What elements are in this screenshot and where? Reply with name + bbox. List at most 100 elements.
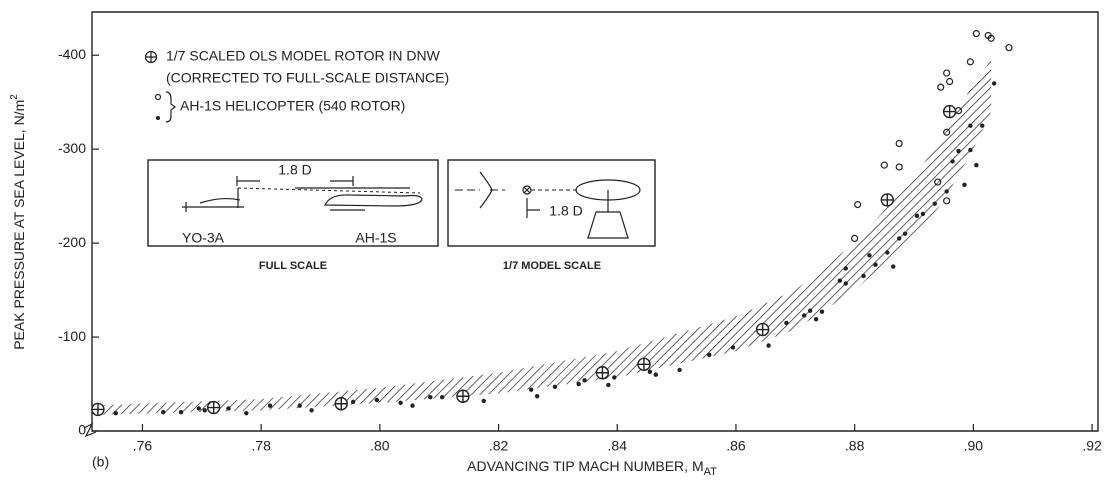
open-point — [855, 202, 861, 208]
filled-point — [838, 278, 842, 282]
x-tick-label: .84 — [608, 438, 628, 454]
filled-point — [553, 385, 557, 389]
open-point — [947, 79, 953, 85]
filled-point — [974, 163, 978, 167]
filled-point — [885, 250, 889, 254]
filled-point — [268, 403, 272, 407]
y-tick-label: -100 — [58, 328, 86, 344]
filled-point — [203, 408, 207, 412]
filled-point — [944, 189, 948, 193]
open-point — [896, 164, 902, 170]
filled-point — [161, 410, 165, 414]
legend-label: 1/7 SCALED OLS MODEL ROTOR IN DNW — [166, 48, 441, 64]
filled-point — [535, 394, 539, 398]
open-point — [973, 31, 979, 37]
filled-point — [482, 399, 486, 403]
panel-label: (b) — [92, 454, 109, 470]
circle-plus-point — [638, 358, 650, 370]
circle-plus-point — [335, 398, 347, 410]
filled-point — [962, 183, 966, 187]
filled-point — [891, 264, 895, 268]
inset-title: FULL SCALE — [259, 260, 327, 272]
x-tick-label: .90 — [964, 438, 984, 454]
filled-point — [921, 212, 925, 216]
x-tick-label: .76 — [133, 438, 153, 454]
x-tick-label: .92 — [1082, 438, 1102, 454]
filled-point — [612, 375, 616, 379]
inset-label: AH-1S — [355, 230, 396, 246]
filled-point — [606, 383, 610, 387]
filled-point — [915, 214, 919, 218]
filled-point — [529, 387, 533, 391]
x-axis-label-sub: AT — [704, 466, 718, 478]
filled-point — [897, 236, 901, 240]
filled-point — [410, 403, 414, 407]
filled-point — [707, 353, 711, 357]
legend-brace — [166, 92, 175, 122]
circle-plus-point — [92, 403, 104, 415]
filled-point — [802, 313, 806, 317]
legend-label: AH-1S HELICOPTER (540 ROTOR) — [180, 98, 405, 114]
filled-point — [950, 159, 954, 163]
x-tick-label: .86 — [726, 438, 746, 454]
x-tick-label: .80 — [370, 438, 390, 454]
filled-point — [648, 370, 652, 374]
filled-point — [844, 266, 848, 270]
legend: 1/7 SCALED OLS MODEL ROTOR IN DNW (CORRE… — [146, 48, 450, 122]
filled-point — [903, 232, 907, 236]
inset-full-scale: 1.8 D YO-3A AH-1S FULL SCALE — [148, 160, 438, 272]
open-point — [881, 162, 887, 168]
y-tick-label: -300 — [58, 140, 86, 156]
filled-point — [731, 345, 735, 349]
open-point — [852, 235, 858, 241]
circle-plus-point — [881, 194, 893, 206]
open-point — [938, 84, 944, 90]
filled-point — [351, 400, 355, 404]
filled-point — [956, 149, 960, 153]
y-tick-label: 0 — [78, 422, 86, 438]
filled-point — [244, 411, 248, 415]
y-tick-label: -200 — [58, 234, 86, 250]
filled-point — [980, 123, 984, 127]
filled-point — [766, 343, 770, 347]
inset-label: YO-3A — [182, 230, 225, 246]
filled-point — [114, 411, 118, 415]
filled-point — [226, 406, 230, 410]
filled-point — [298, 403, 302, 407]
filled-point — [179, 410, 183, 414]
page: 0-100-200-300-400.76.78.80.82.84.86.88.9… — [0, 0, 1106, 481]
x-tick-label: .82 — [489, 438, 509, 454]
filled-point — [867, 253, 871, 257]
legend-marker — [156, 116, 160, 120]
y-axis-label: PEAK PRESSURE AT SEA LEVEL, N/m2 — [9, 94, 27, 350]
inset-model-scale: 1.8 D 1/7 MODEL SCALE — [448, 160, 655, 272]
open-point — [944, 198, 950, 204]
filled-point — [197, 406, 201, 410]
inset-label: 1.8 D — [549, 203, 582, 219]
filled-point — [968, 148, 972, 152]
open-point — [944, 70, 950, 76]
y-axis-label-sup: 2 — [9, 94, 20, 100]
inset-title: 1/7 MODEL SCALE — [503, 260, 601, 272]
filled-point — [844, 281, 848, 285]
filled-point — [398, 401, 402, 405]
legend-marker — [156, 95, 161, 100]
filled-point — [428, 395, 432, 399]
filled-point — [873, 263, 877, 267]
filled-point — [933, 201, 937, 205]
filled-point — [814, 317, 818, 321]
y-tick-label: -400 — [58, 46, 86, 62]
x-axis-label-main: ADVANCING TIP MACH NUMBER, M — [467, 458, 703, 474]
legend-note: (CORRECTED TO FULL-SCALE DISTANCE) — [166, 70, 449, 86]
circle-plus-point — [457, 390, 469, 402]
filled-point — [677, 368, 681, 372]
filled-point — [440, 395, 444, 399]
filled-point — [576, 382, 580, 386]
open-point — [1006, 45, 1012, 51]
open-point — [896, 141, 902, 147]
x-tick-label: .88 — [845, 438, 865, 454]
filled-point — [654, 372, 658, 376]
circle-plus-point — [757, 324, 769, 336]
filled-point — [375, 398, 379, 402]
inset-label: 1.8 D — [278, 162, 311, 178]
